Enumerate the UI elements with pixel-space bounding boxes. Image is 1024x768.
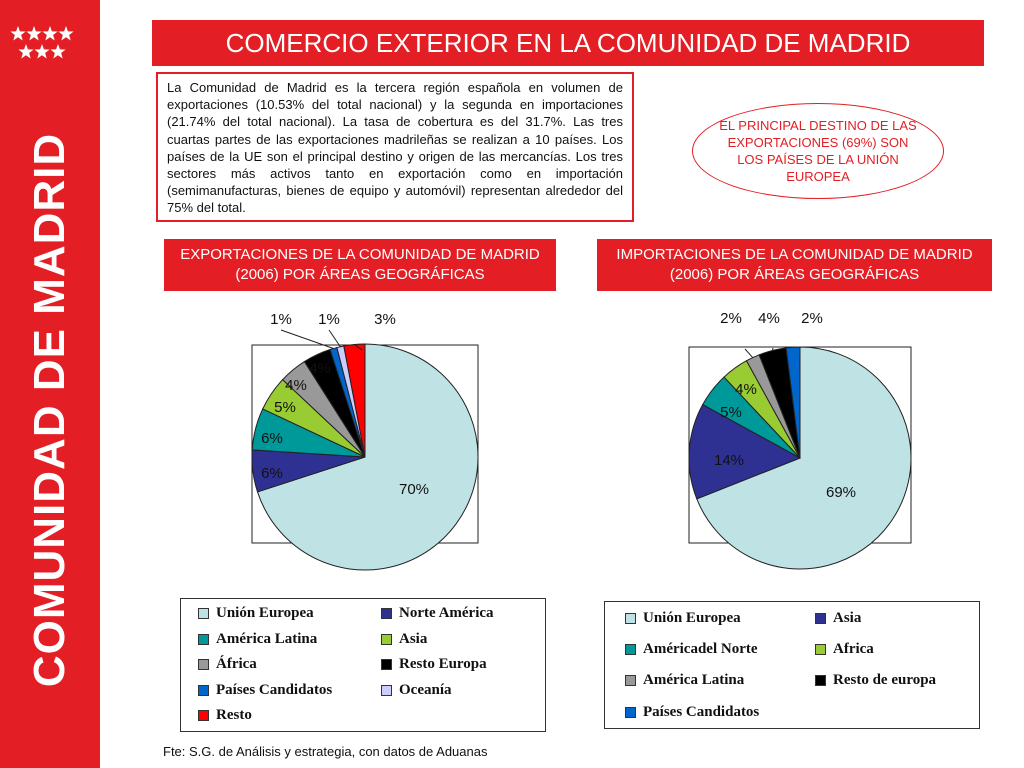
data-label: 6%	[261, 465, 283, 482]
data-label: 4%	[758, 310, 780, 327]
legend-item: América Latina	[198, 631, 317, 648]
data-label: 4%	[735, 381, 757, 398]
leader-line	[744, 348, 754, 358]
data-label: 1%	[270, 311, 292, 328]
leader-line	[771, 347, 774, 351]
pie-slice	[343, 343, 366, 458]
legend-item: Países Candidatos	[198, 682, 332, 699]
legend-swatch	[625, 675, 636, 686]
data-label: 3%	[374, 311, 396, 328]
pie-slice	[256, 343, 479, 571]
legend-item: Resto	[198, 707, 252, 724]
legend-swatch	[625, 613, 636, 624]
legend-swatch	[815, 675, 826, 686]
imports-pie: 69% 14% 5% 4% 2% 4% 2%	[688, 310, 912, 570]
legend-item: Resto de europa	[815, 672, 936, 689]
legend-label: Resto	[216, 707, 252, 723]
legend-item: Asia	[815, 610, 861, 627]
legend-label: América Latina	[643, 672, 745, 688]
legend-swatch	[625, 707, 636, 718]
star-icon	[42, 26, 58, 41]
intro-text: La Comunidad de Madrid es la tercera reg…	[156, 72, 634, 222]
legend-swatch	[381, 685, 392, 696]
legend-item: África	[198, 656, 257, 673]
legend-item: Oceanía	[381, 682, 452, 699]
data-label: 2%	[720, 310, 742, 327]
legend-label: Africa	[833, 641, 874, 657]
data-label: 4%	[309, 360, 331, 377]
legend-label: África	[216, 656, 257, 672]
legend-label: Países Candidatos	[643, 704, 760, 720]
data-label: 70%	[399, 481, 429, 498]
legend-swatch	[815, 613, 826, 624]
star-icon	[18, 44, 34, 59]
legend-swatch	[198, 710, 209, 721]
star-icon	[10, 26, 26, 41]
legend-label: Resto Europa	[399, 656, 487, 672]
legend-label: Norte América	[399, 605, 494, 621]
seven-stars-icon	[10, 26, 74, 59]
legend-label: Asia	[399, 631, 428, 647]
imports-chart-title: IMPORTACIONES DE LA COMUNIDAD DE MADRID …	[597, 239, 992, 291]
legend-label: Oceanía	[399, 682, 452, 698]
page-title: COMERCIO EXTERIOR EN LA COMUNIDAD DE MAD…	[152, 20, 984, 66]
legend-swatch	[625, 644, 636, 655]
pie-slice	[688, 403, 802, 500]
data-label: 5%	[720, 404, 742, 421]
star-icon	[26, 26, 42, 41]
data-label: 2%	[801, 310, 823, 327]
legend-item: Unión Europea	[625, 610, 741, 627]
data-label: 1%	[318, 311, 340, 328]
star-icon	[50, 44, 66, 59]
callout-ellipse: EL PRINCIPAL DESTINO DE LAS EXPORTACIONE…	[692, 103, 944, 199]
legend-item: Países Candidatos	[625, 704, 759, 721]
data-label: 14%	[714, 452, 744, 469]
exports-pie: 70% 6% 6% 5% 4%4% 1% 1% 3%	[251, 311, 479, 571]
legend-item: Unión Europea	[198, 605, 314, 622]
callout-text: EL PRINCIPAL DESTINO DE LAS EXPORTACIONE…	[719, 118, 917, 184]
legend-swatch	[381, 659, 392, 670]
legend-label: Resto de europa	[833, 672, 937, 688]
legend-item: Africa	[815, 641, 874, 658]
data-label: 69%	[826, 484, 856, 501]
data-label: 5%	[274, 399, 296, 416]
legend-swatch	[198, 608, 209, 619]
legend-item: Asia	[381, 631, 427, 648]
star-icon	[34, 44, 50, 59]
legend-label: Países Candidatos	[216, 682, 333, 698]
legend-item: Norte América	[381, 605, 494, 622]
star-icon	[58, 26, 74, 41]
sidebar: COMUNIDAD DE MADRID	[0, 0, 100, 768]
data-label: 4%	[285, 377, 307, 394]
source-note: Fte: S.G. de Análisis y estrategia, con …	[163, 744, 488, 759]
imports-legend: Unión Europea Asia Américadel Norte Africa A…	[604, 601, 980, 729]
legend-label: América Latina	[216, 631, 318, 647]
legend-swatch	[198, 685, 209, 696]
legend-swatch	[381, 608, 392, 619]
leader-line	[328, 329, 341, 348]
exports-legend: Unión Europea Norte América América Latina…	[180, 598, 546, 732]
leader-line	[280, 329, 334, 349]
legend-swatch	[198, 659, 209, 670]
pie-slice	[696, 346, 912, 570]
legend-swatch	[815, 644, 826, 655]
exports-chart-title: EXPORTACIONES DE LA COMUNIDAD DE MADRID …	[164, 239, 556, 291]
legend-label: Asia	[833, 610, 862, 626]
legend-label: Unión Europea	[643, 610, 741, 626]
leader-line	[354, 344, 363, 351]
legend-item: Américadel Norte	[625, 641, 758, 658]
legend-swatch	[381, 634, 392, 645]
legend-label: Américadel Norte	[643, 641, 758, 657]
legend-item: Resto Europa	[381, 656, 487, 673]
legend-label: Unión Europea	[216, 605, 314, 621]
data-label: 6%	[261, 430, 283, 447]
legend-item: América Latina	[625, 672, 744, 689]
legend-swatch	[198, 634, 209, 645]
